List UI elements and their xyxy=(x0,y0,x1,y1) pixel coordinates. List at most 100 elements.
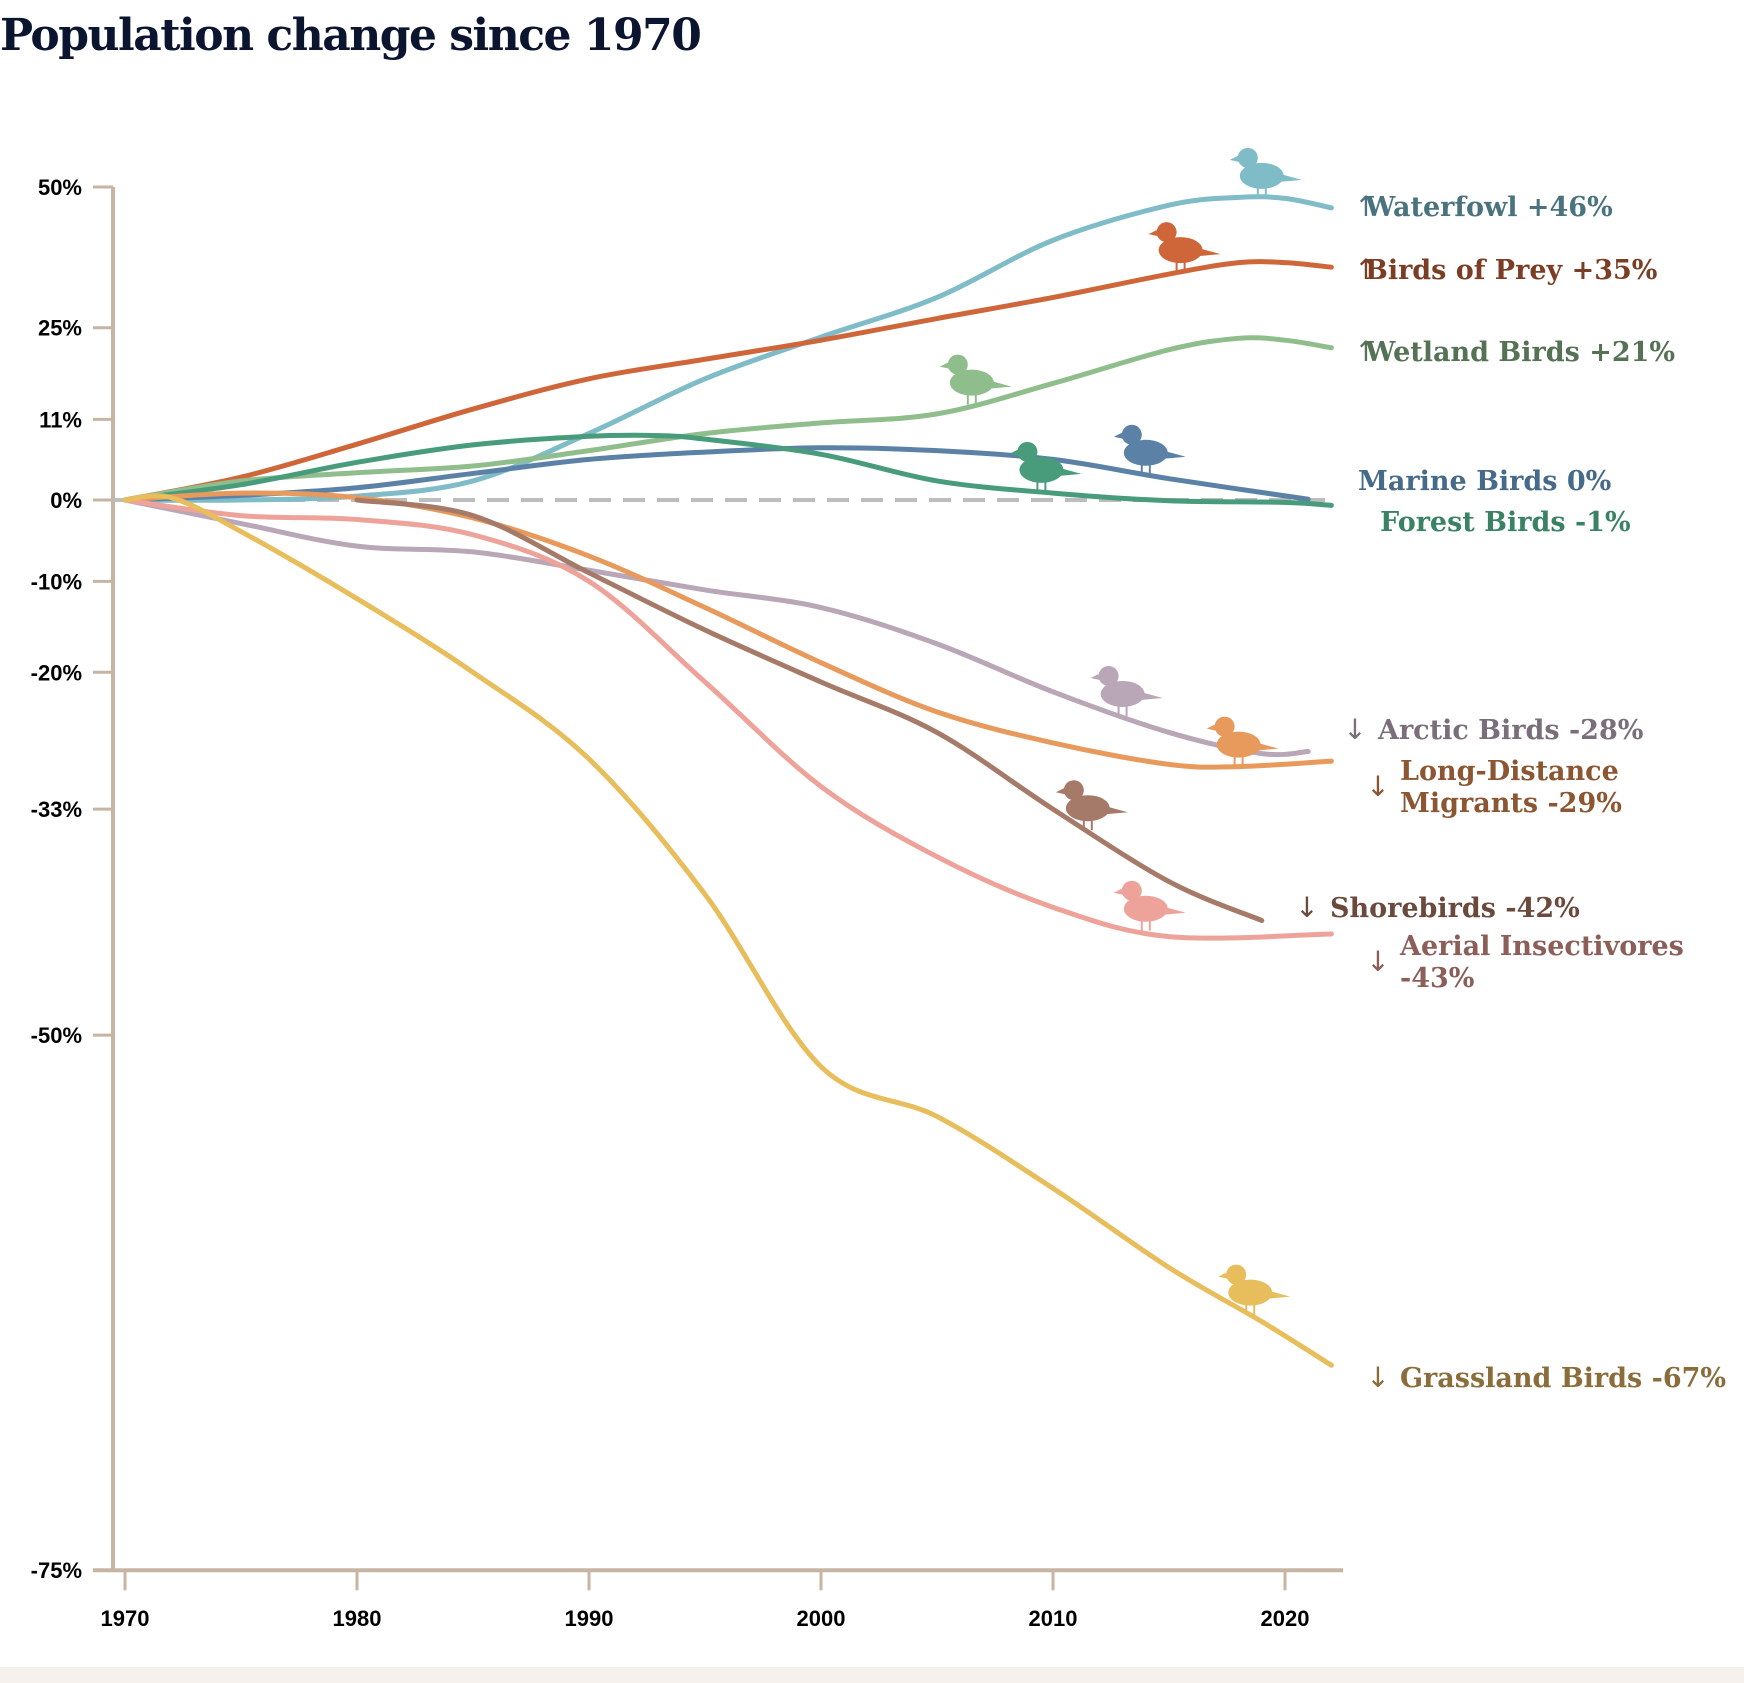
meadowlark-silhouette-icon xyxy=(1218,1264,1291,1315)
arrow-down-icon: ↓ xyxy=(1366,770,1389,803)
y-tick-label: -50% xyxy=(31,1023,82,1048)
y-tick-label: -20% xyxy=(31,660,82,685)
flying-songbird-silhouette-icon xyxy=(1206,716,1279,767)
chart-title: Population change since 1970 xyxy=(0,10,702,61)
bird-body xyxy=(1216,731,1261,758)
y-tick-label: -10% xyxy=(31,569,82,594)
y-tick-label: 25% xyxy=(38,316,82,341)
arrow-up-icon: ↑ xyxy=(1354,190,1377,223)
bird-head xyxy=(1156,222,1177,243)
series-label-grassland-birds: Grassland Birds -67% xyxy=(1400,1363,1726,1394)
series-label-forest-birds: Forest Birds -1% xyxy=(1380,507,1631,538)
bird-icons xyxy=(939,147,1302,1315)
bird-tail xyxy=(1268,1290,1291,1299)
series-line-marine-birds xyxy=(122,445,1311,503)
bird-body xyxy=(1123,439,1168,466)
arrow-down-icon: ↓ xyxy=(1343,713,1366,746)
x-tick-label: 2020 xyxy=(1261,1606,1310,1631)
series-label-long-distance-migrants: Long-Distance xyxy=(1400,756,1619,787)
bird-beak xyxy=(1113,888,1123,895)
bird-beak xyxy=(939,362,949,369)
swift-silhouette-icon xyxy=(1113,880,1186,931)
series-label-birds-of-prey: Birds of Prey +35% xyxy=(1365,255,1657,286)
series-line-long-distance-migrants xyxy=(122,490,1334,770)
bird-tail xyxy=(1279,173,1302,182)
bird-beak xyxy=(1229,155,1239,162)
arrow-up-icon: ↑ xyxy=(1354,335,1377,368)
series-line-forest-birds xyxy=(122,432,1334,508)
bird-beak xyxy=(1009,449,1019,456)
bird-body xyxy=(1100,680,1145,707)
x-tick-label: 1970 xyxy=(101,1606,150,1631)
arrow-down-icon: ↓ xyxy=(1366,1361,1389,1394)
grouse-silhouette-icon xyxy=(1090,665,1163,716)
y-tick-label: 50% xyxy=(38,175,82,200)
bird-head xyxy=(1121,424,1142,445)
bird-head xyxy=(1226,1264,1247,1285)
series-label-marine-birds: Marine Birds 0% xyxy=(1358,466,1611,497)
bird-beak xyxy=(1055,788,1065,795)
series-label-arctic-birds: Arctic Birds -28% xyxy=(1377,715,1643,746)
duck-silhouette-icon xyxy=(1229,147,1302,198)
x-tick-label: 2000 xyxy=(797,1606,846,1631)
bird-body xyxy=(1065,795,1110,822)
bird-body xyxy=(1239,162,1284,189)
bird-tail xyxy=(1140,691,1163,700)
series-line-shorebirds xyxy=(354,497,1265,924)
y-tick-label: 11% xyxy=(39,407,82,432)
x-tick-label: 1990 xyxy=(565,1606,614,1631)
bird-tail xyxy=(1163,450,1186,459)
x-tick-label: 1980 xyxy=(333,1606,382,1631)
heron-silhouette-icon xyxy=(939,354,1012,405)
bird-beak xyxy=(1218,1272,1228,1279)
series-line-birds-of-prey xyxy=(122,259,1334,503)
series-lines xyxy=(122,194,1334,1368)
bird-beak xyxy=(1090,673,1100,680)
bird-head xyxy=(1063,780,1084,801)
bird-beak xyxy=(1113,432,1123,439)
bird-head xyxy=(1237,147,1258,168)
series-label-aerial-insectivores: -43% xyxy=(1400,963,1474,994)
bird-tail xyxy=(1198,248,1221,257)
axes: 50% 25% 11% 0% -10% -20% -33% -50% -75% 1970 1980 1… xyxy=(31,175,1343,1631)
raptor-silhouette-icon xyxy=(1148,222,1221,273)
series-label-wetland-birds: Wetland Birds +21% xyxy=(1364,337,1675,368)
y-tick-label: 0% xyxy=(50,488,82,513)
bird-body xyxy=(1228,1279,1273,1306)
curlew-silhouette-icon xyxy=(1055,780,1128,831)
arrow-up-icon: ↑ xyxy=(1354,253,1377,286)
bird-head xyxy=(1214,716,1235,737)
footer-band xyxy=(0,1667,1744,1683)
series-label-long-distance-migrants: Migrants -29% xyxy=(1400,788,1622,819)
series-line-grassland-birds xyxy=(122,493,1334,1368)
series-label-shorebirds: Shorebirds -42% xyxy=(1330,893,1580,924)
bird-tail xyxy=(1256,742,1279,751)
bird-body xyxy=(1123,895,1168,922)
x-tick-label: 2010 xyxy=(1029,1606,1078,1631)
series-line-wetland-birds xyxy=(122,335,1334,503)
series-labels: ↑Waterfowl +46%↑Birds of Prey +35%↑Wetla… xyxy=(1295,190,1726,1394)
y-tick-label: -75% xyxy=(31,1558,82,1583)
bird-beak xyxy=(1206,724,1216,731)
puffin-silhouette-icon xyxy=(1113,424,1186,475)
songbird-perched-silhouette-icon xyxy=(1009,441,1082,492)
y-tick-label: -33% xyxy=(31,797,82,822)
bird-head xyxy=(1017,441,1038,462)
bird-beak xyxy=(1148,230,1158,237)
bird-body xyxy=(1019,456,1064,483)
bird-head xyxy=(1121,880,1142,901)
arrow-down-icon: ↓ xyxy=(1295,891,1318,924)
bird-body xyxy=(1158,237,1203,264)
bird-tail xyxy=(1059,467,1082,476)
bird-body xyxy=(949,369,994,396)
bird-head xyxy=(1098,665,1119,686)
bird-tail xyxy=(1163,906,1186,915)
series-label-aerial-insectivores: Aerial Insectivores xyxy=(1399,931,1684,962)
arrow-down-icon: ↓ xyxy=(1366,945,1389,978)
bird-tail xyxy=(1105,806,1128,815)
bird-tail xyxy=(989,380,1012,389)
series-line-arctic-birds xyxy=(122,497,1311,758)
bird-head xyxy=(947,354,968,375)
series-label-waterfowl: Waterfowl +46% xyxy=(1364,192,1613,223)
